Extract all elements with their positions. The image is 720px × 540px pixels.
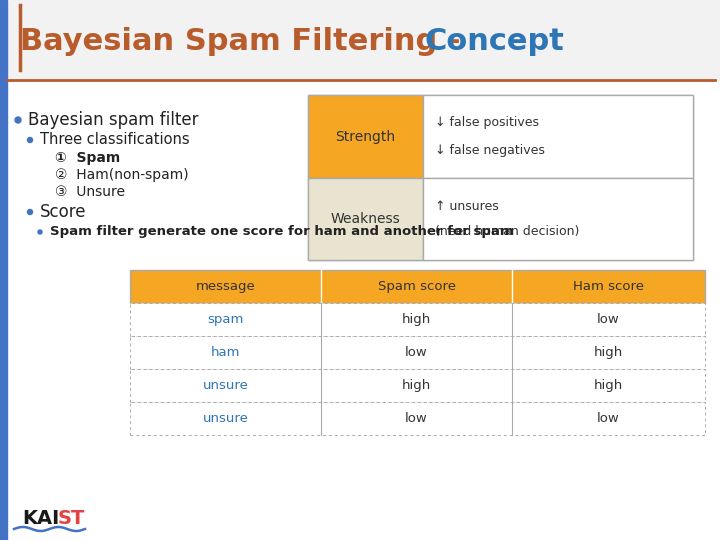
Bar <box>308 95 693 260</box>
Text: ↓ false positives: ↓ false positives <box>435 116 539 129</box>
Text: Spam score: Spam score <box>377 280 456 293</box>
Text: low: low <box>405 412 428 425</box>
Text: Bayesian Spam Filtering -: Bayesian Spam Filtering - <box>20 28 471 57</box>
Text: unsure: unsure <box>202 412 248 425</box>
Text: ②  Ham(non-spam): ② Ham(non-spam) <box>55 168 189 182</box>
Bar <box>130 270 705 303</box>
Text: unsure: unsure <box>202 379 248 392</box>
Bar <box>308 178 423 260</box>
Bar <box>130 369 705 402</box>
Text: KAI: KAI <box>22 509 59 528</box>
Text: message: message <box>196 280 256 293</box>
Circle shape <box>27 138 32 143</box>
Text: Three classifications: Three classifications <box>40 132 189 147</box>
Bar <box>130 303 705 336</box>
Text: ③  Unsure: ③ Unsure <box>55 185 125 199</box>
Bar <box>0 0 7 540</box>
Bar <box>308 95 423 178</box>
Circle shape <box>27 210 32 214</box>
Text: ①  Spam: ① Spam <box>55 151 120 165</box>
Text: low: low <box>597 313 620 326</box>
Bar <box>423 95 693 178</box>
Text: high: high <box>594 346 623 359</box>
Circle shape <box>38 230 42 234</box>
Text: low: low <box>405 346 428 359</box>
Text: high: high <box>594 379 623 392</box>
Text: low: low <box>597 412 620 425</box>
Text: Strength: Strength <box>336 130 395 144</box>
Text: Score: Score <box>40 203 86 221</box>
Text: Ham score: Ham score <box>573 280 644 293</box>
Text: ham: ham <box>211 346 240 359</box>
Bar <box>130 336 705 369</box>
Bar <box>7 0 720 80</box>
Circle shape <box>15 117 21 123</box>
Text: Spam filter generate one score for ham and another for spam: Spam filter generate one score for ham a… <box>50 226 513 239</box>
Text: high: high <box>402 379 431 392</box>
Text: Concept: Concept <box>425 28 565 57</box>
Text: spam: spam <box>207 313 243 326</box>
Text: ST: ST <box>58 509 86 528</box>
Text: Bayesian spam filter: Bayesian spam filter <box>28 111 199 129</box>
Text: (need human decision): (need human decision) <box>435 225 580 238</box>
Bar <box>423 178 693 260</box>
Bar <box>130 402 705 435</box>
Text: ↓ false negatives: ↓ false negatives <box>435 144 545 157</box>
Text: high: high <box>402 313 431 326</box>
Text: Weakness: Weakness <box>330 212 400 226</box>
Text: ↑ unsures: ↑ unsures <box>435 200 499 213</box>
